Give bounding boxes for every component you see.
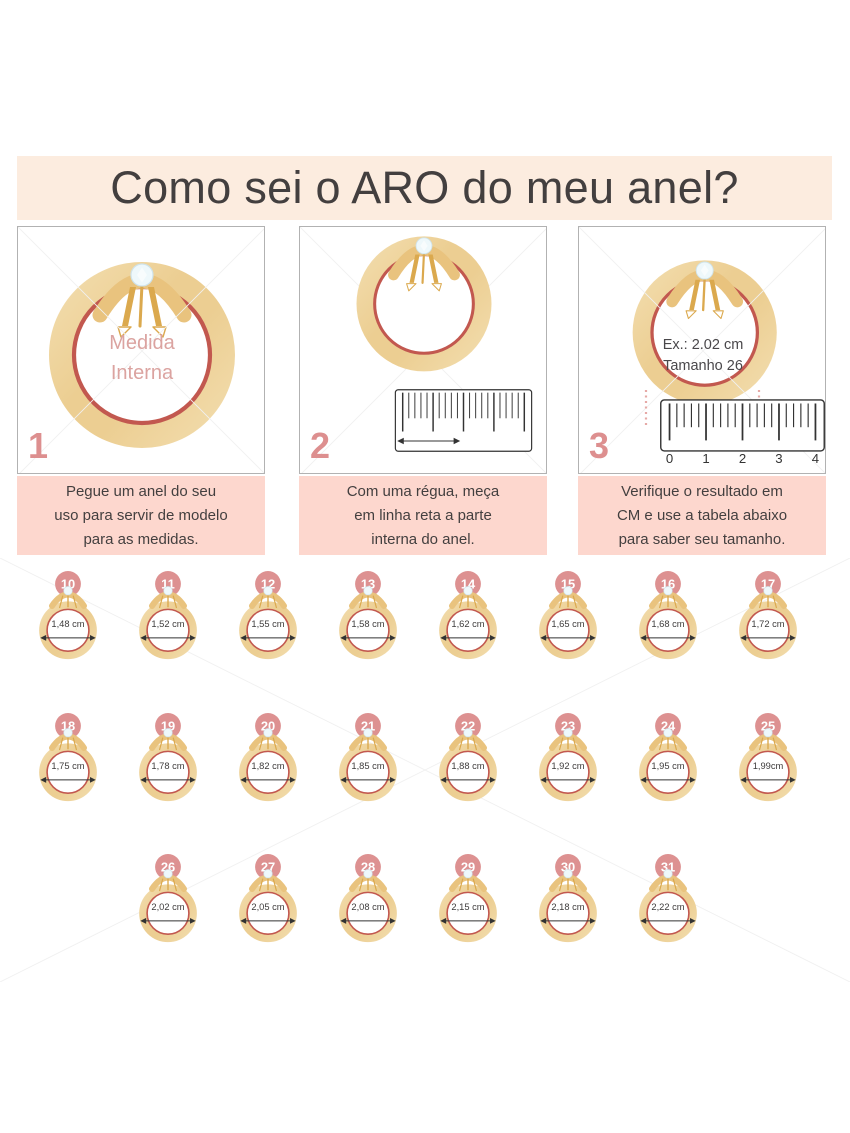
svg-text:1,72 cm: 1,72 cm <box>751 619 784 629</box>
svg-text:1,52 cm: 1,52 cm <box>151 619 184 629</box>
svg-text:2,05 cm: 2,05 cm <box>251 902 284 912</box>
svg-text:1,82 cm: 1,82 cm <box>251 761 284 771</box>
svg-text:1,85 cm: 1,85 cm <box>351 761 384 771</box>
svg-text:1,75 cm: 1,75 cm <box>51 761 84 771</box>
svg-text:1,58 cm: 1,58 cm <box>351 619 384 629</box>
svg-text:2: 2 <box>739 451 746 466</box>
svg-text:3: 3 <box>775 451 782 466</box>
svg-text:2,22 cm: 2,22 cm <box>651 902 684 912</box>
svg-text:2,15 cm: 2,15 cm <box>451 902 484 912</box>
svg-text:1,55 cm: 1,55 cm <box>251 619 284 629</box>
svg-text:1,92 cm: 1,92 cm <box>551 761 584 771</box>
svg-text:0: 0 <box>666 451 673 466</box>
svg-text:2,02 cm: 2,02 cm <box>151 902 184 912</box>
svg-text:2,08 cm: 2,08 cm <box>351 902 384 912</box>
svg-text:1,65 cm: 1,65 cm <box>551 619 584 629</box>
svg-text:1,95 cm: 1,95 cm <box>651 761 684 771</box>
svg-text:4: 4 <box>812 451 819 466</box>
svg-text:1,99cm: 1,99cm <box>752 761 783 771</box>
svg-text:1,62 cm: 1,62 cm <box>451 619 484 629</box>
svg-text:1: 1 <box>702 451 709 466</box>
svg-text:1,78 cm: 1,78 cm <box>151 761 184 771</box>
svg-text:2,18 cm: 2,18 cm <box>551 902 584 912</box>
svg-text:1,68 cm: 1,68 cm <box>651 619 684 629</box>
svg-text:1,88 cm: 1,88 cm <box>451 761 484 771</box>
svg-text:1,48 cm: 1,48 cm <box>51 619 84 629</box>
